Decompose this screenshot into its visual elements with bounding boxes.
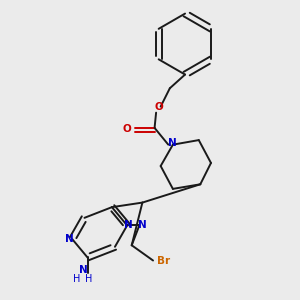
Text: O: O — [123, 124, 131, 134]
Text: H: H — [73, 274, 80, 284]
Text: N: N — [124, 220, 133, 230]
Text: N: N — [138, 220, 147, 230]
Text: N: N — [79, 265, 87, 275]
Text: O: O — [155, 102, 164, 112]
Text: Br: Br — [157, 256, 170, 266]
Text: N: N — [169, 138, 177, 148]
Text: H: H — [85, 274, 93, 284]
Text: N: N — [65, 234, 74, 244]
